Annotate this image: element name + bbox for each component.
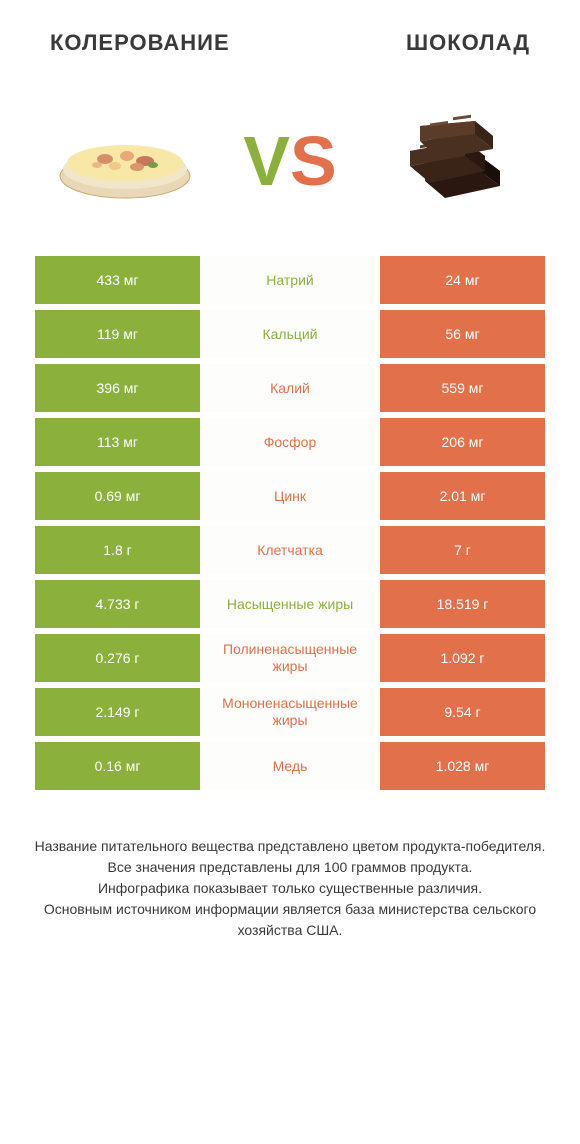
nutrient-label: Натрий: [200, 256, 380, 304]
right-value: 559 мг: [380, 364, 545, 412]
infographic-container: КОЛЕРОВАНИЕ ШОКОЛАД VS: [0, 0, 580, 1144]
table-row: 113 мг Фосфор 206 мг: [35, 418, 545, 466]
left-value: 113 мг: [35, 418, 200, 466]
header: КОЛЕРОВАНИЕ ШОКОЛАД: [0, 0, 580, 76]
nutrient-label: Мононенасыщенные жиры: [200, 688, 380, 736]
table-row: 4.733 г Насыщенные жиры 18.519 г: [35, 580, 545, 628]
right-value: 7 г: [380, 526, 545, 574]
left-value: 2.149 г: [35, 688, 200, 736]
chocolate-icon: [390, 96, 520, 226]
right-value: 2.01 мг: [380, 472, 545, 520]
table-row: 0.276 г Полиненасыщенные жиры 1.092 г: [35, 634, 545, 682]
table-row: 396 мг Калий 559 мг: [35, 364, 545, 412]
right-value: 18.519 г: [380, 580, 545, 628]
vs-label: VS: [243, 126, 336, 196]
left-value: 0.16 мг: [35, 742, 200, 790]
right-value: 1.028 мг: [380, 742, 545, 790]
left-value: 119 мг: [35, 310, 200, 358]
right-value: 24 мг: [380, 256, 545, 304]
nutrient-label: Цинк: [200, 472, 380, 520]
right-product-image: [380, 96, 530, 226]
left-value: 0.276 г: [35, 634, 200, 682]
table-row: 1.8 г Клетчатка 7 г: [35, 526, 545, 574]
left-value: 433 мг: [35, 256, 200, 304]
left-value: 4.733 г: [35, 580, 200, 628]
right-product-title: ШОКОЛАД: [406, 30, 530, 56]
nutrient-label: Фосфор: [200, 418, 380, 466]
vs-s-letter: S: [290, 122, 337, 200]
right-value: 206 мг: [380, 418, 545, 466]
nutrient-label: Кальций: [200, 310, 380, 358]
footer-disclaimer: Название питательного вещества представл…: [0, 796, 580, 961]
nutrient-label: Калий: [200, 364, 380, 412]
casserole-icon: [55, 121, 195, 201]
table-row: 2.149 г Мононенасыщенные жиры 9.54 г: [35, 688, 545, 736]
table-row: 0.69 мг Цинк 2.01 мг: [35, 472, 545, 520]
vs-v-letter: V: [243, 122, 290, 200]
left-value: 1.8 г: [35, 526, 200, 574]
right-value: 56 мг: [380, 310, 545, 358]
nutrient-label: Клетчатка: [200, 526, 380, 574]
left-value: 396 мг: [35, 364, 200, 412]
left-product-title: КОЛЕРОВАНИЕ: [50, 30, 230, 56]
table-row: 0.16 мг Медь 1.028 мг: [35, 742, 545, 790]
right-value: 1.092 г: [380, 634, 545, 682]
table-row: 119 мг Кальций 56 мг: [35, 310, 545, 358]
nutrient-label: Полиненасыщенные жиры: [200, 634, 380, 682]
right-value: 9.54 г: [380, 688, 545, 736]
vs-section: VS: [0, 76, 580, 256]
nutrient-label: Медь: [200, 742, 380, 790]
left-product-image: [50, 96, 200, 226]
table-row: 433 мг Натрий 24 мг: [35, 256, 545, 304]
left-value: 0.69 мг: [35, 472, 200, 520]
comparison-table: 433 мг Натрий 24 мг 119 мг Кальций 56 мг…: [0, 256, 580, 790]
nutrient-label: Насыщенные жиры: [200, 580, 380, 628]
